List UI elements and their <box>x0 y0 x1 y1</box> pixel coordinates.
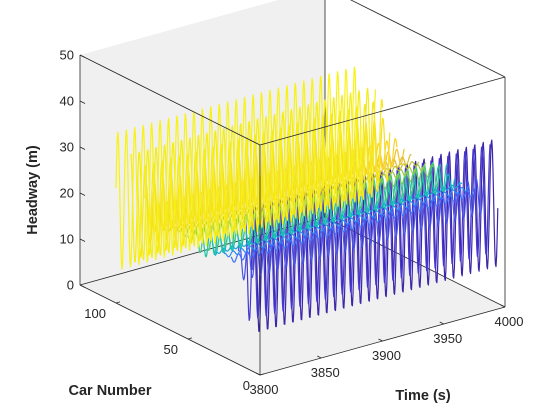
z-tick <box>79 146 86 150</box>
z-tick <box>79 100 86 104</box>
box-edge <box>79 284 261 376</box>
z-tick <box>79 284 86 288</box>
y-tick-label: 0 <box>243 378 250 393</box>
series-line-car-100 <box>115 66 362 270</box>
x-tick <box>500 304 506 308</box>
z-axis-label: Headway (m) <box>25 145 41 235</box>
z-tick-label: 20 <box>60 186 74 201</box>
x-tick-label: 3850 <box>311 365 340 380</box>
y-tick-label: 100 <box>84 306 106 321</box>
z-tick <box>79 192 86 196</box>
x-tick-label: 3800 <box>250 382 279 397</box>
z-tick-label: 50 <box>60 48 74 63</box>
y-tick <box>259 373 265 376</box>
series-lines <box>115 66 499 332</box>
box-edge <box>79 54 261 146</box>
x-tick-label: 4000 <box>495 314 524 329</box>
axis-ticks: 0 10 20 30 40 50 0 50 100 3800 3850 3900 3950 4000 <box>60 48 524 398</box>
z-tick-label: 10 <box>60 232 74 247</box>
x-tick-label: 3900 <box>372 348 401 363</box>
y-tick <box>187 337 193 340</box>
x-tick-label: 3950 <box>433 331 462 346</box>
z-tick-label: 40 <box>60 94 74 109</box>
x-tick <box>439 321 444 325</box>
y-tick <box>115 301 121 304</box>
y-axis-label: Car Number <box>69 383 152 399</box>
z-tick-label: 0 <box>67 278 74 293</box>
x-axis-label: Time (s) <box>395 388 451 404</box>
z-tick <box>79 54 86 58</box>
x-tick <box>255 372 261 376</box>
y-tick-label: 50 <box>164 342 178 357</box>
series-line-car-25 <box>223 185 470 258</box>
box-edge <box>259 76 506 146</box>
x-tick <box>317 355 322 359</box>
x-tick <box>378 338 383 342</box>
z-tick <box>79 238 86 242</box>
box-edge <box>350 0 506 78</box>
z-tick-label: 30 <box>60 140 74 155</box>
